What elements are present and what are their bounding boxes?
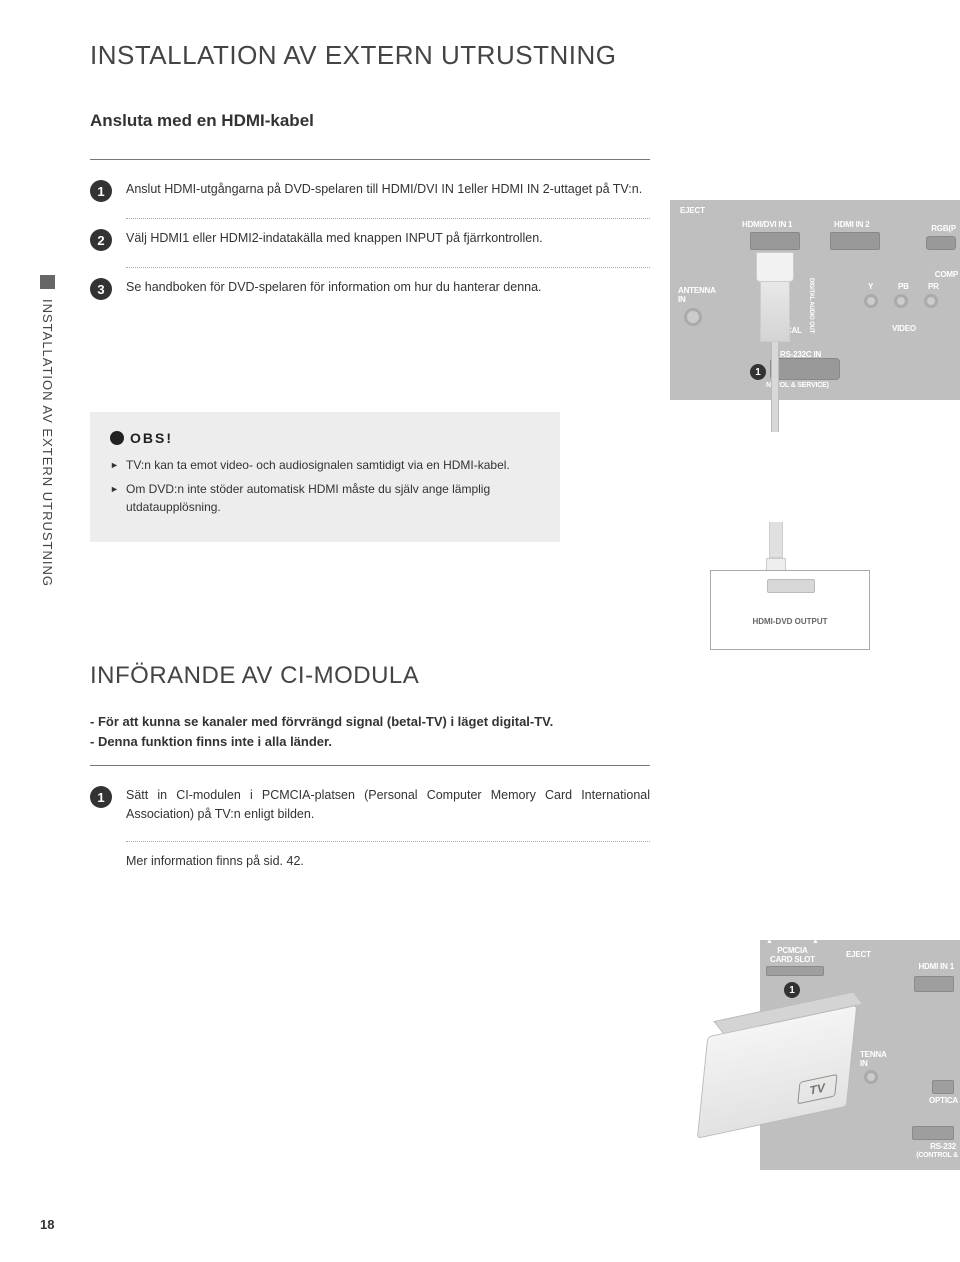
pr-port [924, 294, 938, 308]
hdmi-cable-plug-top [756, 252, 794, 432]
dotted-divider [126, 841, 650, 842]
label-dvd-output: HDMI-DVD OUTPUT [711, 617, 869, 626]
dotted-divider [126, 218, 650, 219]
step-ci-1: 1 Sätt in CI-modulen i PCMCIA-platsen (P… [90, 786, 650, 837]
obs-item: Om DVD:n inte stöder automatisk HDMI mås… [110, 480, 540, 516]
label-eject: EJECT [680, 206, 705, 215]
step-badge: 1 [90, 180, 112, 202]
label-control-2: (CONTROL & [916, 1152, 958, 1159]
label-antenna: ANTENNA IN [678, 286, 716, 304]
section2-intro: - För att kunna se kanaler med förvrängd… [90, 712, 650, 751]
label-rs232-2: RS-232 [930, 1142, 956, 1151]
ci-card-badge: TV [797, 1074, 837, 1105]
diagram-ci-module: PCMCIA CARD SLOT ▲ ▲ EJECT HDMI IN 1 1 T… [700, 940, 960, 1200]
step-text: Anslut HDMI-utgångarna på DVD-spelaren t… [126, 180, 650, 199]
section2-footnote: Mer information finns på sid. 42. [126, 852, 650, 871]
hdmi-port-2 [830, 232, 880, 250]
label-hdmi-in1-2: HDMI IN 1 [918, 962, 954, 971]
side-tab-label: INSTALLATION AV EXTERN UTRUSTNING [40, 275, 55, 595]
section-hdmi: Ansluta med en HDMI-kabel 1 Anslut HDMI-… [90, 111, 650, 542]
step-text: Se handboken för DVD-spelaren för inform… [126, 278, 650, 297]
label-optical2: OPTICA [929, 1096, 958, 1105]
label-y: Y [868, 282, 873, 291]
divider [90, 765, 650, 766]
pcmcia-slot [766, 966, 824, 976]
rs232-port-d2 [912, 1126, 954, 1140]
optical-port-d2 [932, 1080, 954, 1094]
label-eject2: EJECT [846, 950, 871, 959]
label-video: VIDEO [892, 324, 916, 333]
hdmi-port-1 [750, 232, 800, 250]
diagram2-badge: 1 [784, 982, 800, 998]
obs-box: OBS! TV:n kan ta emot video- och audiosi… [90, 412, 560, 542]
step-2: 2 Välj HDMI1 eller HDMI2-indatakälla med… [90, 229, 650, 263]
intro-line: - Denna funktion finns inte i alla lände… [90, 732, 650, 752]
antenna-port [684, 308, 702, 326]
step-text: Välj HDMI1 eller HDMI2-indatakälla med k… [126, 229, 650, 248]
tv-back-panel: EJECT HDMI/DVI IN 1 HDMI IN 2 RGB(P COMP… [670, 200, 960, 400]
label-digital-audio: DIGITAL AUDIO OUT [808, 278, 814, 333]
hdmi-cable-plug-bottom [766, 522, 786, 572]
label-rgb: RGB(P [931, 224, 956, 233]
step-3: 3 Se handboken för DVD-spelaren för info… [90, 278, 650, 312]
y-port [864, 294, 878, 308]
intro-line: - För att kunna se kanaler med förvrängd… [90, 712, 650, 732]
step-badge: 1 [90, 786, 112, 808]
rgb-port [926, 236, 956, 250]
footnote-row: Mer information finns på sid. 42. [90, 852, 650, 883]
section-ci: INFÖRANDE AV CI-MODULA - För att kunna s… [90, 662, 650, 883]
diagram-hdmi: EJECT HDMI/DVI IN 1 HDMI IN 2 RGB(P COMP… [670, 200, 960, 660]
section1-heading: Ansluta med en HDMI-kabel [90, 111, 650, 131]
section2-title: INFÖRANDE AV CI-MODULA [90, 662, 650, 690]
obs-item: TV:n kan ta emot video- och audiosignale… [110, 456, 540, 474]
side-tab: INSTALLATION AV EXTERN UTRUSTNING [40, 275, 80, 595]
label-hdmi-dvi-in1: HDMI/DVI IN 1 [742, 220, 792, 229]
pb-port [894, 294, 908, 308]
label-pr: PR [928, 282, 939, 291]
step-badge: 3 [90, 278, 112, 300]
label-pcmcia: PCMCIA CARD SLOT [770, 946, 815, 964]
step-text: Sätt in CI-modulen i PCMCIA-platsen (Per… [126, 786, 650, 825]
label-pb: PB [898, 282, 909, 291]
step-1: 1 Anslut HDMI-utgångarna på DVD-spelaren… [90, 180, 650, 214]
step-badge: 2 [90, 229, 112, 251]
page-title: INSTALLATION AV EXTERN UTRUSTNING [90, 40, 960, 71]
dotted-divider [126, 267, 650, 268]
divider [90, 159, 650, 160]
obs-title: OBS! [110, 430, 540, 446]
hdmi-port-d2 [914, 976, 954, 992]
label-hdmi-in2: HDMI IN 2 [834, 220, 870, 229]
page-number: 18 [40, 1217, 54, 1232]
dvd-device-box: HDMI-DVD OUTPUT [710, 570, 870, 650]
label-comp: COMP [935, 270, 958, 279]
dvd-hdmi-port [767, 579, 815, 593]
